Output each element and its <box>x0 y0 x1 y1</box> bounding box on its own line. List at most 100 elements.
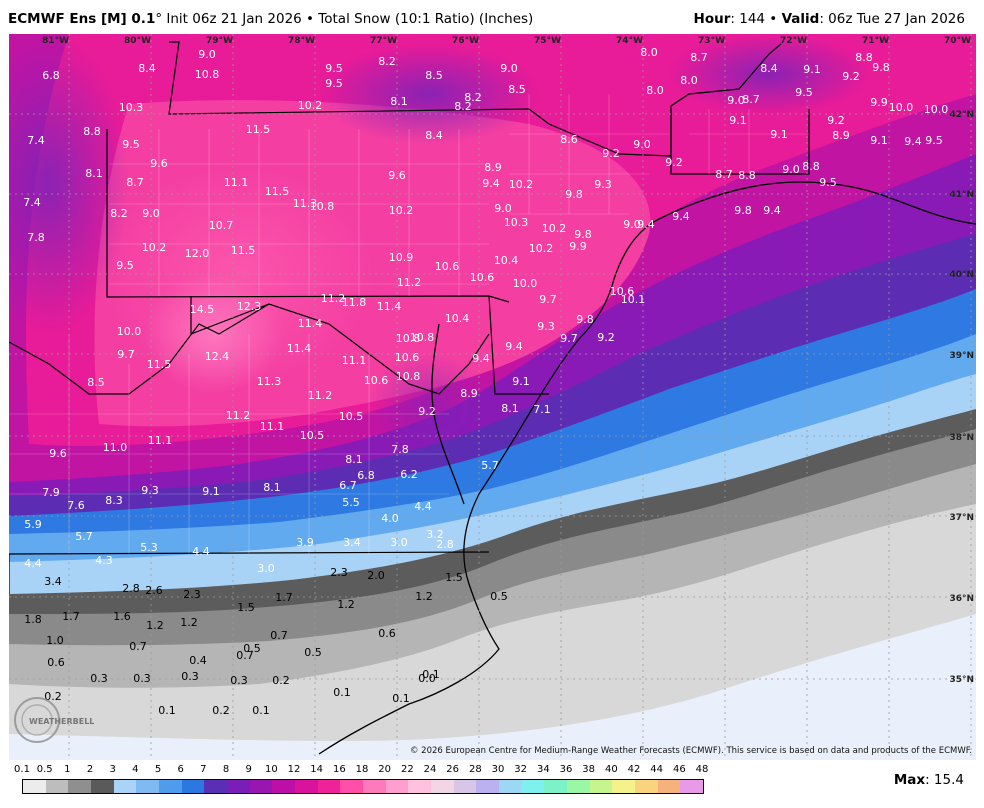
snow-value: 9.0 <box>198 48 216 61</box>
snow-value: 9.2 <box>827 114 845 127</box>
snow-value: 7.9 <box>42 486 60 499</box>
snow-value: 7.8 <box>27 231 45 244</box>
max-number: : 15.4 <box>925 772 964 788</box>
snow-value: 9.3 <box>537 320 555 333</box>
snow-value: 9.8 <box>576 313 594 326</box>
snow-value: 0.5 <box>243 642 261 655</box>
snow-value: 10.8 <box>410 331 435 344</box>
scale-label: 0.1 <box>14 764 30 775</box>
snow-value: 12.0 <box>185 247 210 260</box>
east-coast <box>318 181 976 755</box>
snow-value: 10.9 <box>389 251 414 264</box>
snow-value: 10.8 <box>195 68 220 81</box>
scale-label: 22 <box>400 764 414 775</box>
snow-value: 9.6 <box>49 447 67 460</box>
snow-value: 11.5 <box>147 358 172 371</box>
wv-border <box>9 303 270 395</box>
scale-label: 28 <box>468 764 482 775</box>
snow-value: 9.4 <box>672 210 690 223</box>
scale-swatch <box>657 780 681 793</box>
snow-value: 1.6 <box>113 610 131 623</box>
scale-swatch <box>113 780 137 793</box>
snow-value: 1.2 <box>337 598 355 611</box>
snow-value: 8.2 <box>464 91 482 104</box>
snow-value: 0.2 <box>272 674 290 687</box>
scale-label: 32 <box>514 764 528 775</box>
snow-value: 9.3 <box>594 178 612 191</box>
snow-value: 8.0 <box>680 74 698 87</box>
snow-value: 8.2 <box>454 100 472 113</box>
va-nc-border <box>9 551 490 555</box>
snow-value: 6.8 <box>42 69 60 82</box>
product-name: • Total Snow (10:1 Ratio) (Inches) <box>306 11 534 27</box>
snow-value: 1.5 <box>237 601 255 614</box>
longitude-label: 75°W <box>534 36 561 46</box>
snow-value: 9.1 <box>512 375 530 388</box>
scale-swatch <box>317 780 341 793</box>
county-lines <box>9 94 809 554</box>
chart-title: ECMWF Ens [M] 0.1° Init 06z 21 Jan 2026 … <box>8 11 533 27</box>
hour-value: : 144 • <box>730 11 778 27</box>
latitude-label: 37°N <box>949 513 974 523</box>
latitude-label: 36°N <box>949 594 974 604</box>
snow-value: 9.2 <box>602 147 620 160</box>
snow-value: 10.3 <box>119 101 144 114</box>
snow-value: 1.2 <box>180 616 198 629</box>
snow-value: 9.4 <box>763 204 781 217</box>
header: ECMWF Ens [M] 0.1° Init 06z 21 Jan 2026 … <box>0 0 984 33</box>
snow-value: 0.6 <box>378 627 396 640</box>
snow-value: 9.3 <box>141 484 159 497</box>
scale-label: 6 <box>177 764 184 775</box>
snow-value: 8.1 <box>85 167 103 180</box>
scale-swatch <box>408 780 432 793</box>
scale-label: 46 <box>672 764 686 775</box>
snow-value: 6.7 <box>339 479 357 492</box>
snow-value: 2.8 <box>436 538 454 551</box>
purple-north <box>319 44 539 144</box>
scale-label: 48 <box>695 764 709 775</box>
snow-value: 9.0 <box>500 62 518 75</box>
snow-value: 9.0 <box>494 202 512 215</box>
longitude-label: 77°W <box>370 36 397 46</box>
scale-swatch <box>23 780 46 793</box>
scale-label: 2 <box>86 764 94 775</box>
scale-swatch <box>136 780 160 793</box>
snow-value: 0.7 <box>270 629 288 642</box>
snow-value: 8.4 <box>425 129 443 142</box>
snow-value: 9.0 <box>142 207 160 220</box>
model-name: ECMWF Ens [M] 0.1 <box>8 11 156 27</box>
snow-value: 0.3 <box>133 672 151 685</box>
snow-value: 3.0 <box>390 536 408 549</box>
scale-swatch <box>91 780 114 793</box>
snow-value: 11.2 <box>397 276 422 289</box>
snow-value: 0.3 <box>230 674 248 687</box>
snow-value: 9.5 <box>925 134 943 147</box>
scale-label: 18 <box>355 764 369 775</box>
snow-value: 0.6 <box>47 656 65 669</box>
de-border <box>488 295 549 395</box>
snow-value: 0.3 <box>181 670 199 683</box>
snow-value: 3.4 <box>343 536 361 549</box>
snow-value: 11.5 <box>231 244 256 257</box>
snow-value: 0.7 <box>129 640 147 653</box>
scale-label: 5 <box>154 764 162 775</box>
snow-value: 10.4 <box>494 254 519 267</box>
color-scale: 0.1 0.5 1 2 3 4 5 6 7 8 9 10 12 14 16 18 20 22 24 26 28 30 32 3… <box>14 764 708 794</box>
snow-value: 8.0 <box>640 46 658 59</box>
snow-value: 8.8 <box>855 51 873 64</box>
latitude-label: 38°N <box>949 433 974 443</box>
ct-ma-border <box>670 109 810 175</box>
scale-label: 16 <box>332 764 346 775</box>
snow-value: 4.4 <box>192 545 210 558</box>
snow-value: 8.9 <box>484 161 502 174</box>
degree-symbol: ° <box>155 11 163 27</box>
snow-value: 9.7 <box>539 293 557 306</box>
snow-value: 10.5 <box>339 410 364 423</box>
chesapeake-bay <box>431 323 465 505</box>
max-label: Max <box>893 772 926 788</box>
longitude-label: 79°W <box>206 36 233 46</box>
snow-value: 5.7 <box>481 459 499 472</box>
longitude-label: 71°W <box>862 36 889 46</box>
snow-value: 9.8 <box>565 188 583 201</box>
coastline <box>318 181 976 755</box>
